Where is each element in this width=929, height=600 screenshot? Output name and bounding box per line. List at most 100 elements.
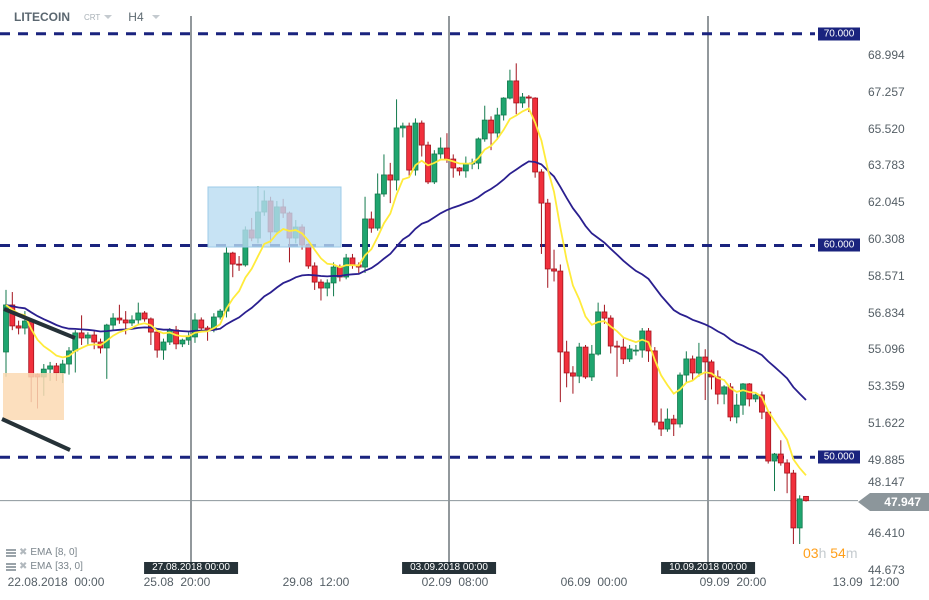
candle-body	[450, 158, 457, 169]
price-axis-tick: 49.885	[868, 452, 905, 467]
price-axis-tick: 58.571	[868, 268, 905, 283]
candle	[116, 304, 123, 324]
close-icon[interactable]: ✖	[19, 547, 28, 558]
candle	[236, 256, 242, 271]
candle-body	[368, 218, 375, 229]
candle-body	[15, 325, 22, 329]
chevron-down-icon[interactable]	[151, 15, 160, 19]
candle-body	[588, 353, 595, 378]
candle-body	[513, 80, 520, 104]
price-axis-tick: 67.257	[868, 84, 905, 99]
candle	[752, 393, 759, 403]
candle	[765, 410, 772, 464]
candle-body	[557, 270, 564, 353]
candle-body	[305, 244, 312, 267]
candle-body	[784, 462, 791, 474]
candle-body	[551, 268, 557, 272]
candle	[532, 97, 539, 178]
candle-body	[481, 119, 488, 140]
candle-body	[318, 281, 324, 289]
trendline-upper[interactable]	[3, 307, 76, 340]
candle-body	[771, 453, 778, 462]
candle-body	[670, 418, 677, 425]
candle-body	[803, 495, 809, 502]
separator-date-label: 03.09.2018 00:00	[402, 562, 496, 574]
candle-body	[343, 257, 350, 278]
chevron-down-icon[interactable]	[104, 15, 113, 19]
candle-body	[381, 174, 387, 195]
candle	[633, 344, 639, 356]
candle	[658, 408, 665, 437]
candle	[110, 313, 116, 331]
candle-body	[330, 266, 337, 284]
candle	[696, 342, 702, 377]
candle-body	[324, 282, 331, 289]
countdown-hours-unit: h	[818, 545, 827, 561]
countdown-minutes-unit: m	[845, 545, 858, 561]
candle-body	[765, 411, 772, 462]
close-icon[interactable]: ✖	[19, 561, 28, 572]
candle	[198, 317, 205, 331]
candle	[714, 370, 721, 405]
candle	[607, 315, 614, 354]
ema-8-line	[5, 107, 807, 476]
candle-body	[494, 114, 501, 134]
indicator-name: EMA	[30, 561, 53, 572]
candle	[708, 359, 715, 390]
candle-body	[192, 319, 198, 338]
candle-body	[236, 263, 242, 266]
time-axis-tick: 02.09 08:00	[421, 575, 489, 589]
resistance-zone[interactable]	[207, 186, 342, 248]
candle	[702, 349, 709, 401]
candle-body	[721, 386, 728, 395]
support-zone[interactable]	[3, 373, 64, 420]
candle	[393, 99, 400, 191]
settings-list-icon[interactable]	[6, 562, 16, 571]
candle	[425, 141, 431, 185]
candle	[507, 69, 513, 100]
candle-body	[488, 119, 494, 134]
level-label: 60.000	[818, 238, 860, 252]
candle	[129, 315, 135, 326]
candle-body	[349, 257, 356, 266]
candle-body	[620, 346, 627, 360]
indicator-params: [8, 0]	[55, 547, 78, 558]
candle-body	[582, 346, 589, 378]
time-axis-tick: 06.09 00:00	[560, 575, 628, 589]
time-axis-tick: 22.08.2018 00:00	[7, 575, 105, 589]
chart-type-select[interactable]: CRT	[84, 12, 101, 22]
candle	[519, 92, 526, 108]
candle	[318, 279, 324, 301]
candle	[141, 311, 148, 322]
candle-body	[595, 311, 602, 355]
candle	[399, 122, 406, 138]
trendline-lower[interactable]	[1, 417, 71, 452]
candle	[324, 279, 331, 297]
candle-body	[21, 320, 28, 329]
candle	[771, 452, 778, 492]
candle-body	[173, 329, 179, 345]
candle	[374, 173, 381, 231]
indicator-legend-ema-33[interactable]: ✖ EMA [33, 0]	[6, 561, 83, 572]
candle	[475, 137, 482, 170]
indicator-legend-ema-8[interactable]: ✖ EMA [8, 0]	[6, 547, 77, 558]
candle	[431, 150, 438, 185]
candle	[223, 247, 230, 318]
candle-body	[110, 317, 116, 326]
separator-date-label: 27.08.2018 00:00	[144, 562, 238, 574]
price-axis-tick: 65.520	[868, 121, 905, 136]
candle-body	[677, 374, 683, 425]
candle	[538, 169, 545, 254]
candle	[563, 340, 570, 388]
candle-body	[418, 122, 425, 146]
candle-body	[198, 319, 205, 329]
settings-list-icon[interactable]	[6, 548, 16, 557]
candle	[462, 156, 469, 178]
candle	[185, 332, 192, 345]
candle	[481, 105, 488, 142]
candle-body	[544, 202, 551, 270]
level-label: 70.000	[818, 27, 860, 41]
timeframe-select[interactable]: H4	[128, 10, 144, 24]
candle	[103, 323, 110, 379]
